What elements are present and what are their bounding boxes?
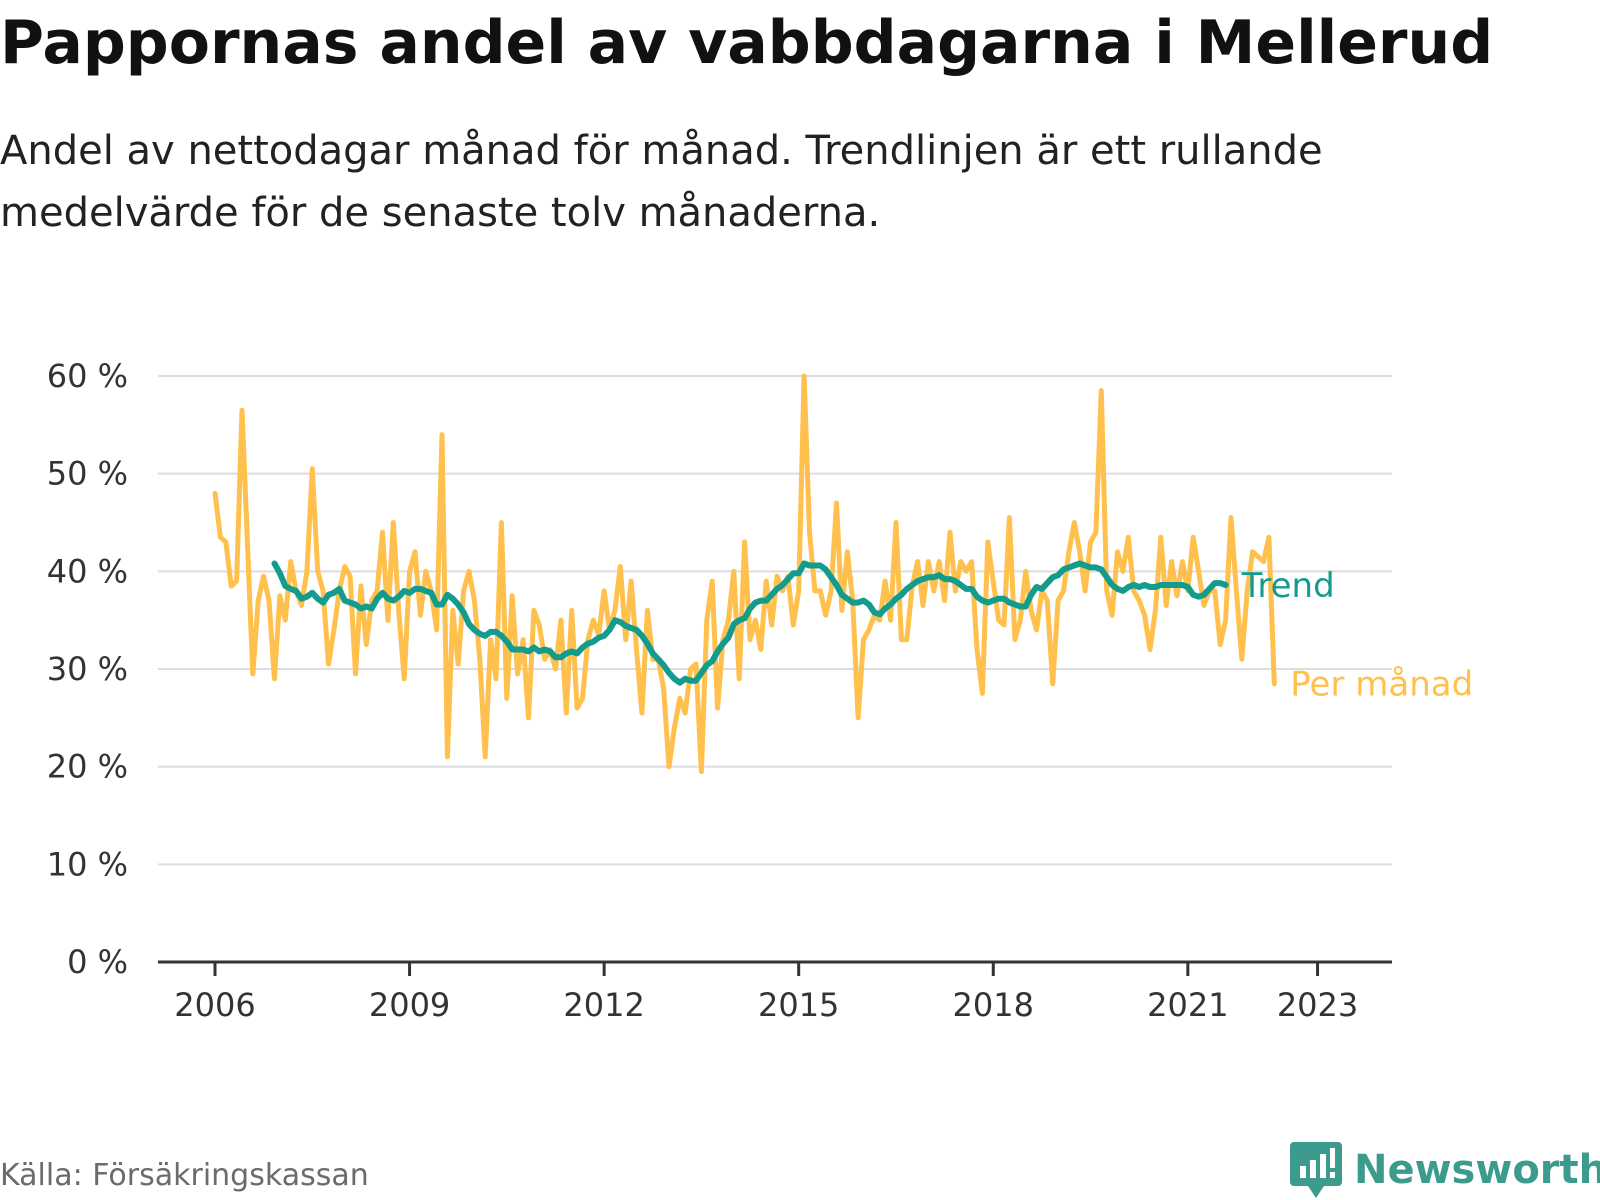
- series-lines: [212, 373, 1277, 774]
- y-tick-label: 50 %: [47, 455, 128, 493]
- series-label-trend: Trend: [1241, 566, 1335, 606]
- line-chart: 0 % 10 % 20 % 30 % 40 % 50 % 60 % 2006 2009 2012…: [47, 357, 1474, 1024]
- x-tick-label: 2021: [1147, 986, 1228, 1024]
- series-line-per-manad: [212, 373, 1277, 774]
- y-axis-ticks: 0 % 10 % 20 % 30 % 40 % 50 % 60 %: [47, 357, 128, 981]
- brand-logo: Newsworthy: [1290, 1140, 1600, 1200]
- x-tick-label: 2023: [1277, 986, 1358, 1024]
- y-tick-label: 30 %: [47, 650, 128, 688]
- source-note: Källa: Försäkringskassan: [0, 1158, 369, 1193]
- series-label-per-manad: Per månad: [1290, 665, 1473, 705]
- x-axis: 2006 2009 2012 2015 2018 2021 2023: [158, 960, 1392, 1024]
- y-tick-label: 0 %: [67, 943, 128, 981]
- series-labels: Per månad Trend: [1241, 566, 1474, 705]
- brand-name: Newsworthy: [1354, 1147, 1600, 1193]
- y-tick-label: 20 %: [47, 748, 128, 786]
- bar-chart-bubble-icon: [1290, 1142, 1342, 1198]
- series-line-trend: [271, 560, 1229, 686]
- x-tick-label: 2015: [758, 986, 839, 1024]
- y-tick-label: 10 %: [47, 845, 128, 883]
- x-tick-label: 2018: [953, 986, 1034, 1024]
- gridlines: [158, 375, 1392, 866]
- x-tick-label: 2012: [563, 986, 644, 1024]
- x-tick-label: 2009: [369, 986, 450, 1024]
- y-tick-label: 40 %: [47, 552, 128, 590]
- y-tick-label: 60 %: [47, 357, 128, 395]
- x-tick-label: 2006: [174, 986, 255, 1024]
- chart-title: Pappornas andel av vabbdagarna i Melleru…: [0, 8, 1494, 78]
- chart-subtitle: Andel av nettodagar månad för månad. Tre…: [0, 128, 1323, 236]
